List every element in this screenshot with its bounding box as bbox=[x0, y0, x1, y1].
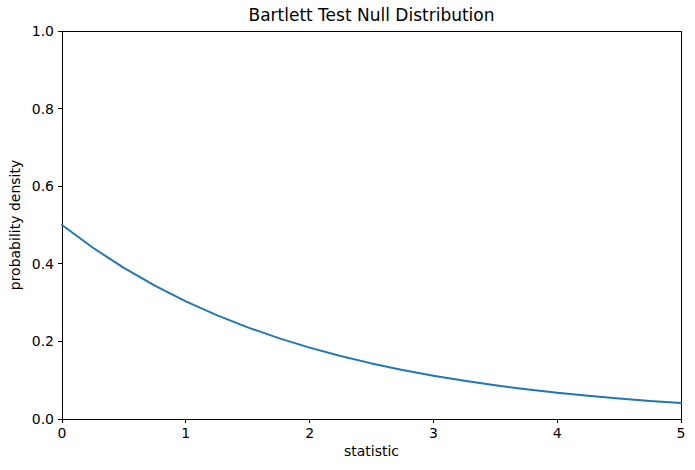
x-tick-label: 0 bbox=[58, 425, 67, 441]
figure: Bartlett Test Null Distribution 0123450.… bbox=[0, 0, 695, 470]
density-curve bbox=[62, 225, 681, 403]
x-tick-label: 5 bbox=[677, 425, 686, 441]
plot-area: 0 1 2 3 4 5 0.0 0.2 0.4 0.6 0.8 1.0 bbox=[0, 0, 695, 470]
y-tick-label: 0.4 bbox=[32, 256, 54, 272]
axes-box bbox=[62, 31, 681, 419]
y-tick-label: 0.2 bbox=[32, 333, 54, 349]
x-tick-label: 4 bbox=[553, 425, 562, 441]
x-tick-label: 3 bbox=[429, 425, 438, 441]
x-tick-label: 1 bbox=[181, 425, 190, 441]
x-axis-label: statistic bbox=[62, 443, 681, 459]
x-tick-label: 2 bbox=[305, 425, 314, 441]
y-axis-label: probability density bbox=[7, 160, 23, 290]
y-tick-label: 1.0 bbox=[32, 23, 54, 39]
y-tick-label: 0.0 bbox=[32, 411, 54, 427]
y-tick-label: 0.6 bbox=[32, 178, 54, 194]
y-tick-label: 0.8 bbox=[32, 101, 54, 117]
